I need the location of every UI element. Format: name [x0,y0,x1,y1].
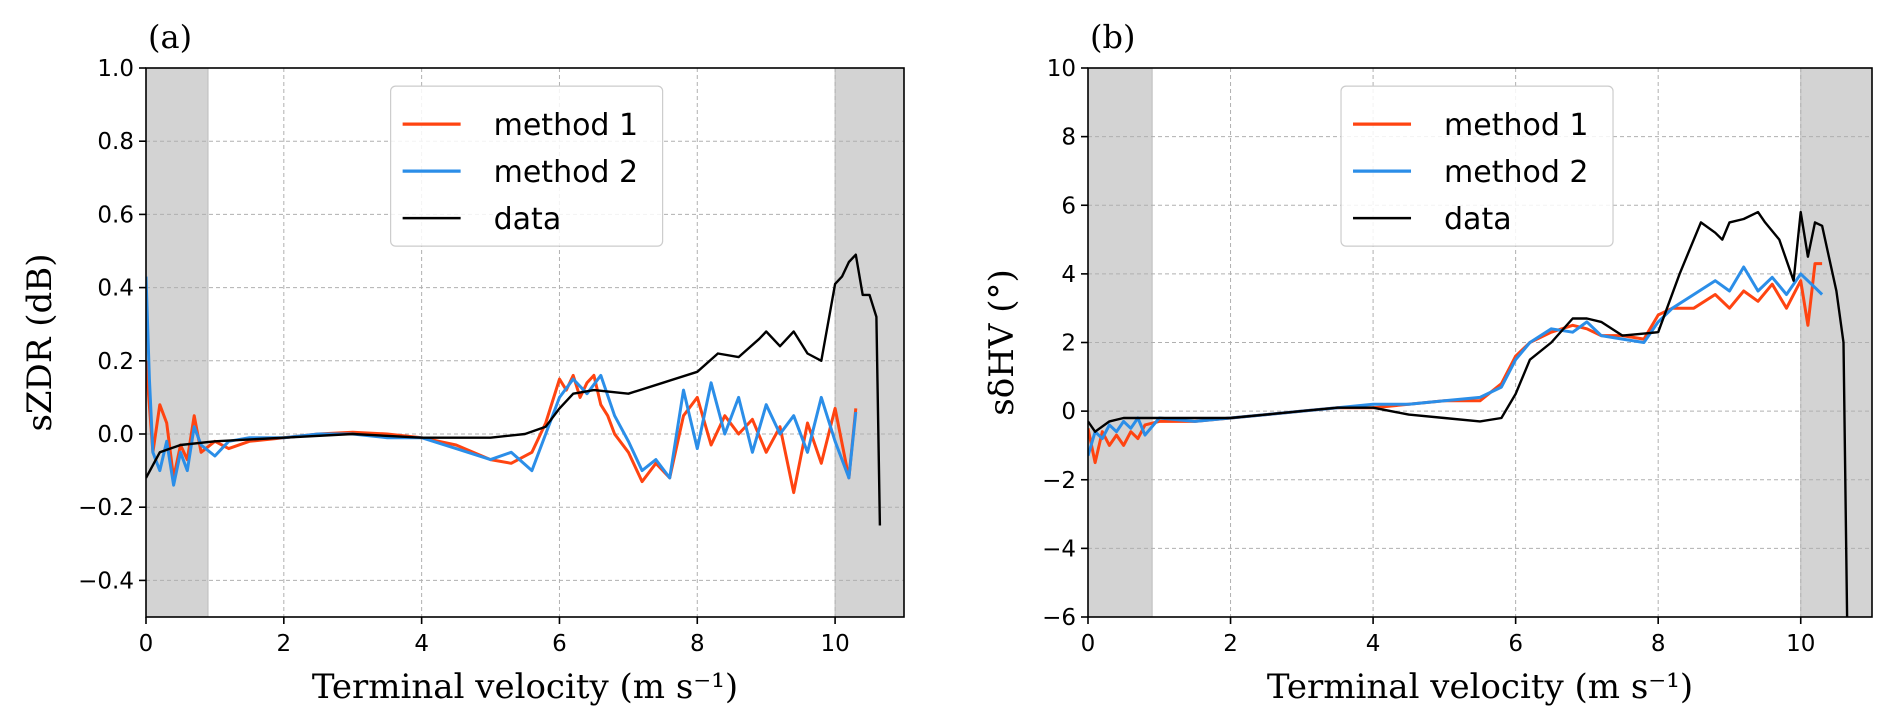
y-tick-label: 0.2 [97,349,134,375]
legend-label-method-1: method 1 [494,108,638,143]
legend-label-method-1: method 1 [1444,108,1588,143]
panel-label: (a) [148,18,192,56]
x-tick-label: 2 [1223,631,1238,657]
series-line-method-2 [1088,265,1824,457]
y-tick-label: 10 [1047,56,1076,82]
legend-label-method-2: method 2 [1444,155,1588,190]
x-tick-label: 6 [1508,631,1523,657]
legend: method 1 method 2 data [1340,85,1614,247]
panel-b: 0 2 4 6 8 10 −6 −4 −2 0 2 4 6 8 10 Terminal velocity (m… [982,18,1873,707]
y-tick-label: 0 [1061,399,1076,425]
y-tick-label: −0.4 [78,568,134,594]
y-tick-label: 0.4 [97,276,134,302]
y-tick-label: 0.6 [97,202,134,228]
y-tick-label: −6 [1042,605,1076,631]
x-tick-label: 8 [1651,631,1666,657]
legend-label-data: data [1444,202,1512,237]
legend-box [390,85,664,247]
legend-box [1340,85,1614,247]
y-tick-label: 0.0 [97,422,134,448]
y-tick-label: 2 [1061,331,1076,357]
x-tick-label: 10 [1786,631,1815,657]
legend-label-data: data [494,202,562,237]
x-tick-label: 2 [276,631,291,657]
y-tick-label: −0.2 [78,495,134,521]
y-axis-label: sZDR (dB) [20,253,60,431]
y-tick-label: −4 [1042,536,1076,562]
y-tick-label: 8 [1061,125,1076,151]
x-tick-label: 4 [414,631,429,657]
series-line-data [146,253,882,526]
panel-label: (b) [1090,18,1135,56]
y-tick-label: 0.8 [97,129,134,155]
x-axis-label: Terminal velocity (m s⁻¹) [1267,667,1693,707]
plot-frame [145,67,905,618]
y-tick-label: 4 [1061,262,1076,288]
x-tick-label: 0 [1081,631,1096,657]
y-tick-label: 6 [1061,193,1076,219]
panel-a: 0 2 4 6 8 10 −0.4 −0.2 0.0 0.2 0.4 0.6 0.8 1.0 Termina… [20,18,905,707]
legend: method 1 method 2 data [390,85,664,247]
y-tick-label: 1.0 [97,56,134,82]
series-line-method-1 [1088,262,1823,465]
x-tick-label: 10 [820,631,849,657]
legend-label-method-2: method 2 [494,155,638,190]
series-line-data [1088,210,1849,617]
x-tick-label: 6 [552,631,567,657]
shaded-region [145,67,209,618]
x-axis-label: Terminal velocity (m s⁻¹) [312,667,738,707]
shaded-region [834,67,905,618]
x-tick-label: 8 [690,631,705,657]
y-axis-label: sδHV (°) [982,269,1022,415]
x-tick-label: 0 [139,631,154,657]
y-tick-label: −2 [1042,468,1076,494]
series-line-method-1 [146,360,858,495]
x-tick-label: 4 [1366,631,1381,657]
series-line-method-2 [146,276,858,487]
